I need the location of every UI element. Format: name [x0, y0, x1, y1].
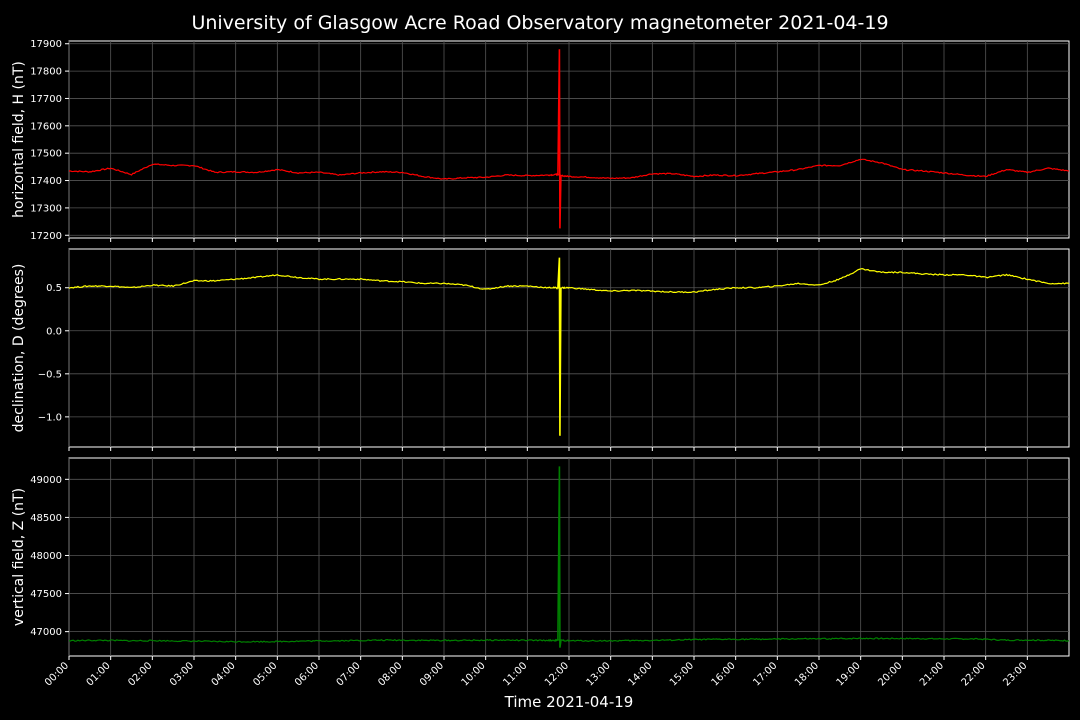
- series-spike: [557, 466, 562, 648]
- chart-title: University of Glasgow Acre Road Observat…: [191, 12, 888, 34]
- y-tick-label: 49000: [30, 475, 62, 486]
- y-tick-label: −1.0: [38, 412, 62, 423]
- series-spike: [557, 49, 562, 229]
- x-axis-label: Time 2021-04-19: [504, 693, 634, 711]
- y-tick-label: 17900: [30, 39, 62, 50]
- y-tick-label: 17800: [30, 67, 62, 78]
- y-tick-label: 17200: [30, 231, 62, 242]
- y-tick-label: 0.5: [46, 283, 62, 294]
- y-tick-label: 17300: [30, 203, 62, 214]
- y-tick-label: 0.0: [46, 326, 62, 337]
- y-tick-label: 17600: [30, 121, 62, 132]
- y-tick-label: 48500: [30, 513, 62, 524]
- panel-2: −1.0 −0.5 0.0 0.5 declination, D (degrees): [11, 248, 1070, 451]
- y-tick-label: 17500: [30, 149, 62, 160]
- y-axis-label: vertical field, Z (nT): [11, 488, 27, 626]
- y-tick-label: 47500: [30, 589, 62, 600]
- series-line: [68, 268, 1070, 294]
- series-line: [68, 637, 1070, 643]
- y-tick-label: 48000: [30, 551, 62, 562]
- y-tick-label: −0.5: [38, 369, 62, 380]
- series-spike: [557, 257, 562, 436]
- y-tick-label: 47000: [30, 627, 62, 638]
- y-axis-label: horizontal field, H (nT): [11, 61, 27, 218]
- series-line: [68, 158, 1070, 180]
- panel-1: 17200 17300 17400 17500 17600 17700 17800 17900…: [11, 39, 1070, 242]
- y-tick-label: 17400: [30, 176, 62, 187]
- y-axis-label: declination, D (degrees): [11, 264, 27, 433]
- y-tick-label: 17700: [30, 94, 62, 105]
